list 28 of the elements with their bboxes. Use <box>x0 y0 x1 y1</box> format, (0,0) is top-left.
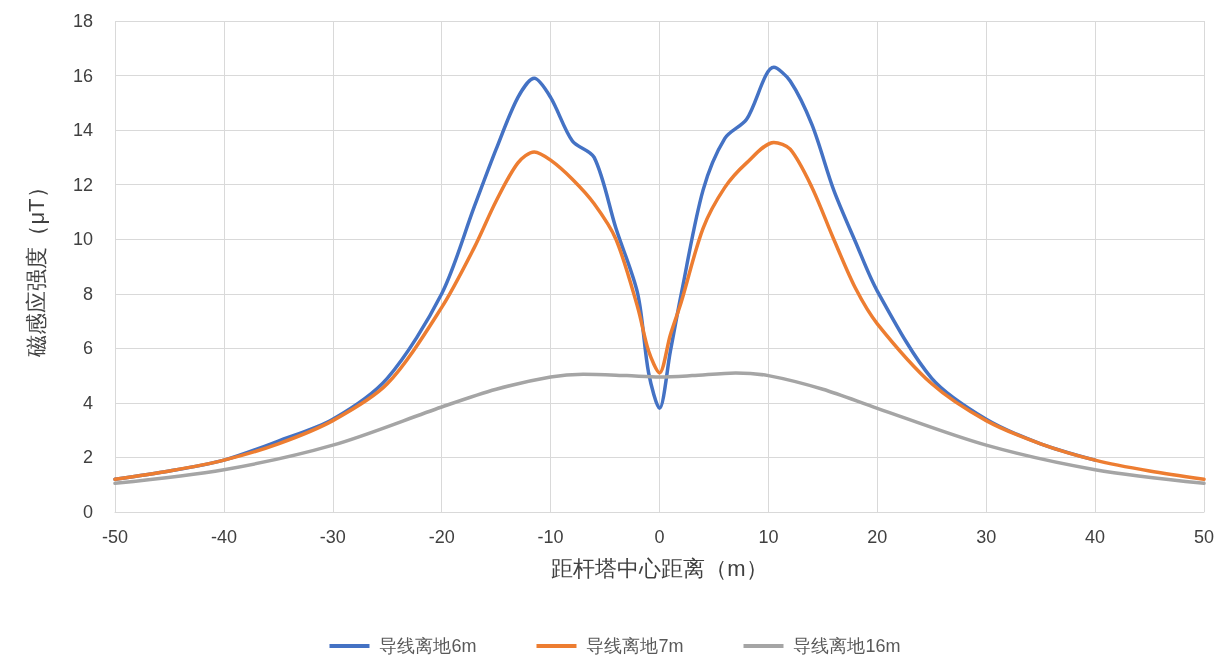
x-tick-label: 40 <box>1085 527 1106 547</box>
legend-label: 导线离地6m <box>379 636 477 656</box>
line-series <box>113 371 1206 486</box>
x-tick-label: -30 <box>319 527 346 547</box>
y-tick-label: 0 <box>82 502 93 522</box>
x-tick-label: 30 <box>976 527 997 547</box>
line-series <box>113 140 1206 482</box>
y-tick-label: 2 <box>82 447 93 468</box>
y-tick-label: 16 <box>72 65 93 86</box>
x-tick-label: 10 <box>758 527 779 547</box>
legend-label: 导线离地7m <box>586 636 684 656</box>
y-tick-label: 8 <box>82 283 93 304</box>
y-tick-label: 12 <box>72 174 93 195</box>
y-axis-title: 磁感应强度（μT） <box>23 176 49 358</box>
y-tick-label: 18 <box>72 11 93 31</box>
x-tick-label: -40 <box>210 527 237 547</box>
y-tick-label: 14 <box>72 120 93 141</box>
x-tick-label: -50 <box>101 527 129 547</box>
x-tick-label: -10 <box>537 527 564 547</box>
y-tick-label: 10 <box>72 229 93 250</box>
x-tick-label: 50 <box>1193 527 1215 547</box>
legend-label: 导线离地16m <box>793 636 901 656</box>
x-axis-title: 距杆塔中心距离（m） <box>551 555 768 581</box>
y-tick-label: 4 <box>82 392 93 413</box>
y-tick-label: 6 <box>82 338 93 359</box>
x-tick-label: 20 <box>867 527 888 547</box>
x-tick-label: 0 <box>654 527 665 547</box>
x-tick-label: -20 <box>428 527 455 547</box>
